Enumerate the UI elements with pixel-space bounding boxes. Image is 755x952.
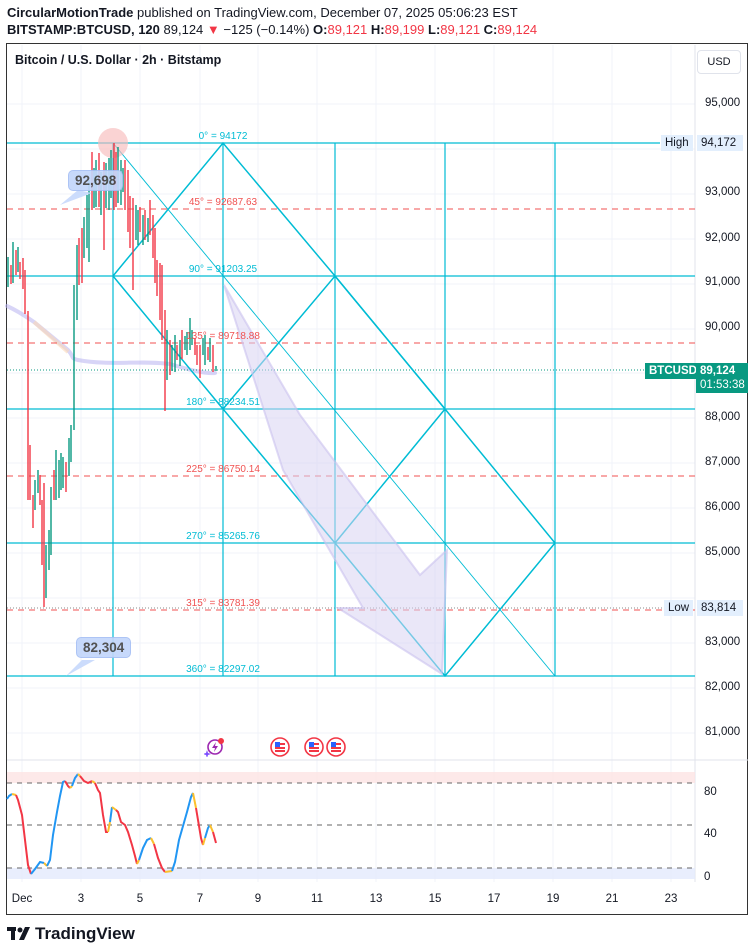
low-tag-label: Low	[664, 600, 694, 616]
callout-high[interactable]: 92,698	[68, 170, 124, 191]
ai-flash-icon[interactable]	[203, 737, 224, 758]
time-tick: 23	[664, 893, 678, 905]
symbol-info: BITSTAMP:BTCUSD, 120 89,124 ▼ −125 (−0.1…	[7, 22, 537, 37]
bar-countdown: 01:53:38	[700, 379, 745, 391]
time-tick: 15	[428, 893, 442, 905]
close-label: C:	[483, 22, 498, 37]
price-tick: 88,000	[705, 411, 741, 423]
current-price: 89,124	[700, 365, 736, 377]
level-label-270: 270° = 85265.76	[186, 531, 260, 542]
down-arrow-icon: ▼	[206, 22, 220, 37]
price-change: −125 (−0.14%)	[223, 22, 310, 37]
price-tick: 95,000	[705, 97, 741, 109]
price-tick: 81,000	[705, 726, 741, 738]
symbol-tag: BTCUSD	[645, 363, 701, 379]
publish-info: CircularMotionTrade published on Trading…	[7, 5, 518, 20]
level-labels: 0° = 94172 45° = 92687.63 90° = 91203.25…	[186, 131, 260, 675]
current-price-tag: 89,124 01:53:38	[696, 363, 748, 393]
price-tick: 90,000	[705, 321, 741, 333]
us-flag-event-icon[interactable]	[326, 737, 348, 762]
low-value: 89,121	[440, 22, 481, 37]
published-text: published on TradingView.com, December 0…	[133, 5, 518, 20]
price-tick: 92,000	[705, 232, 741, 244]
time-tick: 9	[254, 893, 262, 905]
chart-title: Bitcoin / U.S. Dollar · 2h · Bitstamp	[15, 53, 222, 67]
open-label: O:	[313, 22, 328, 37]
callout-tail-top	[60, 190, 92, 205]
tradingview-logo[interactable]: TradingView	[7, 924, 135, 944]
price-tick: 82,000	[705, 681, 741, 693]
candles	[7, 143, 217, 607]
brand-name: TradingView	[35, 924, 135, 943]
price-tick: 85,000	[705, 546, 741, 558]
level-label-45: 45° = 92687.63	[189, 197, 258, 208]
oscillator-pane	[6, 772, 695, 879]
price-tick: 93,000	[705, 186, 741, 198]
open-value: 89,121	[327, 22, 368, 37]
level-label-180: 180° = 88234.51	[186, 397, 260, 408]
time-tick: 5	[136, 893, 144, 905]
high-marker-circle	[98, 128, 128, 158]
high-tag-label: High	[661, 135, 693, 151]
last-price: 89,124	[163, 22, 204, 37]
callout-low[interactable]: 82,304	[76, 637, 132, 658]
time-tick: 3	[77, 893, 85, 905]
time-tick: 17	[487, 893, 501, 905]
osc-tick: 0	[704, 871, 711, 883]
close-value: 89,124	[497, 22, 538, 37]
level-label-315: 315° = 83781.39	[186, 598, 260, 609]
time-tick: 13	[369, 893, 383, 905]
low-label: L:	[428, 22, 441, 37]
osc-tick: 40	[704, 828, 717, 840]
level-label-135: 135° = 89718.88	[186, 331, 260, 342]
high-tag-value: 94,172	[697, 135, 743, 151]
square-of-nine-levels	[7, 141, 695, 678]
high-value: 89,199	[384, 22, 425, 37]
price-tick: 83,000	[705, 636, 741, 648]
time-tick: Dec	[11, 893, 33, 905]
price-tick: 91,000	[705, 276, 741, 288]
chart-frame	[6, 43, 748, 915]
time-tick: 21	[605, 893, 619, 905]
time-tick: 19	[546, 893, 560, 905]
projection-arrow	[223, 284, 449, 676]
moving-average-line	[5, 304, 217, 376]
currency-button[interactable]: USD	[697, 50, 741, 74]
level-label-90: 90° = 91203.25	[189, 264, 258, 275]
level-label-0: 0° = 94172	[199, 131, 248, 142]
time-tick: 11	[311, 893, 323, 905]
price-tick: 87,000	[705, 456, 741, 468]
high-label: H:	[370, 22, 385, 37]
price-tick: 86,000	[705, 501, 741, 513]
level-label-225: 225° = 86750.14	[186, 464, 260, 475]
callout-tail-bottom	[66, 660, 95, 676]
tradingview-logo-icon	[7, 927, 30, 940]
author-name[interactable]: CircularMotionTrade	[7, 5, 134, 20]
low-tag-value: 83,814	[697, 600, 743, 616]
symbol-name: BITSTAMP:BTCUSD, 120	[7, 22, 160, 37]
time-tick: 7	[196, 893, 204, 905]
us-flag-event-icon[interactable]	[304, 737, 326, 762]
osc-tick: 80	[704, 786, 717, 798]
moving-average-segment	[32, 320, 70, 354]
us-flag-event-icon[interactable]	[270, 737, 292, 762]
level-label-360: 360° = 82297.02	[186, 664, 260, 675]
